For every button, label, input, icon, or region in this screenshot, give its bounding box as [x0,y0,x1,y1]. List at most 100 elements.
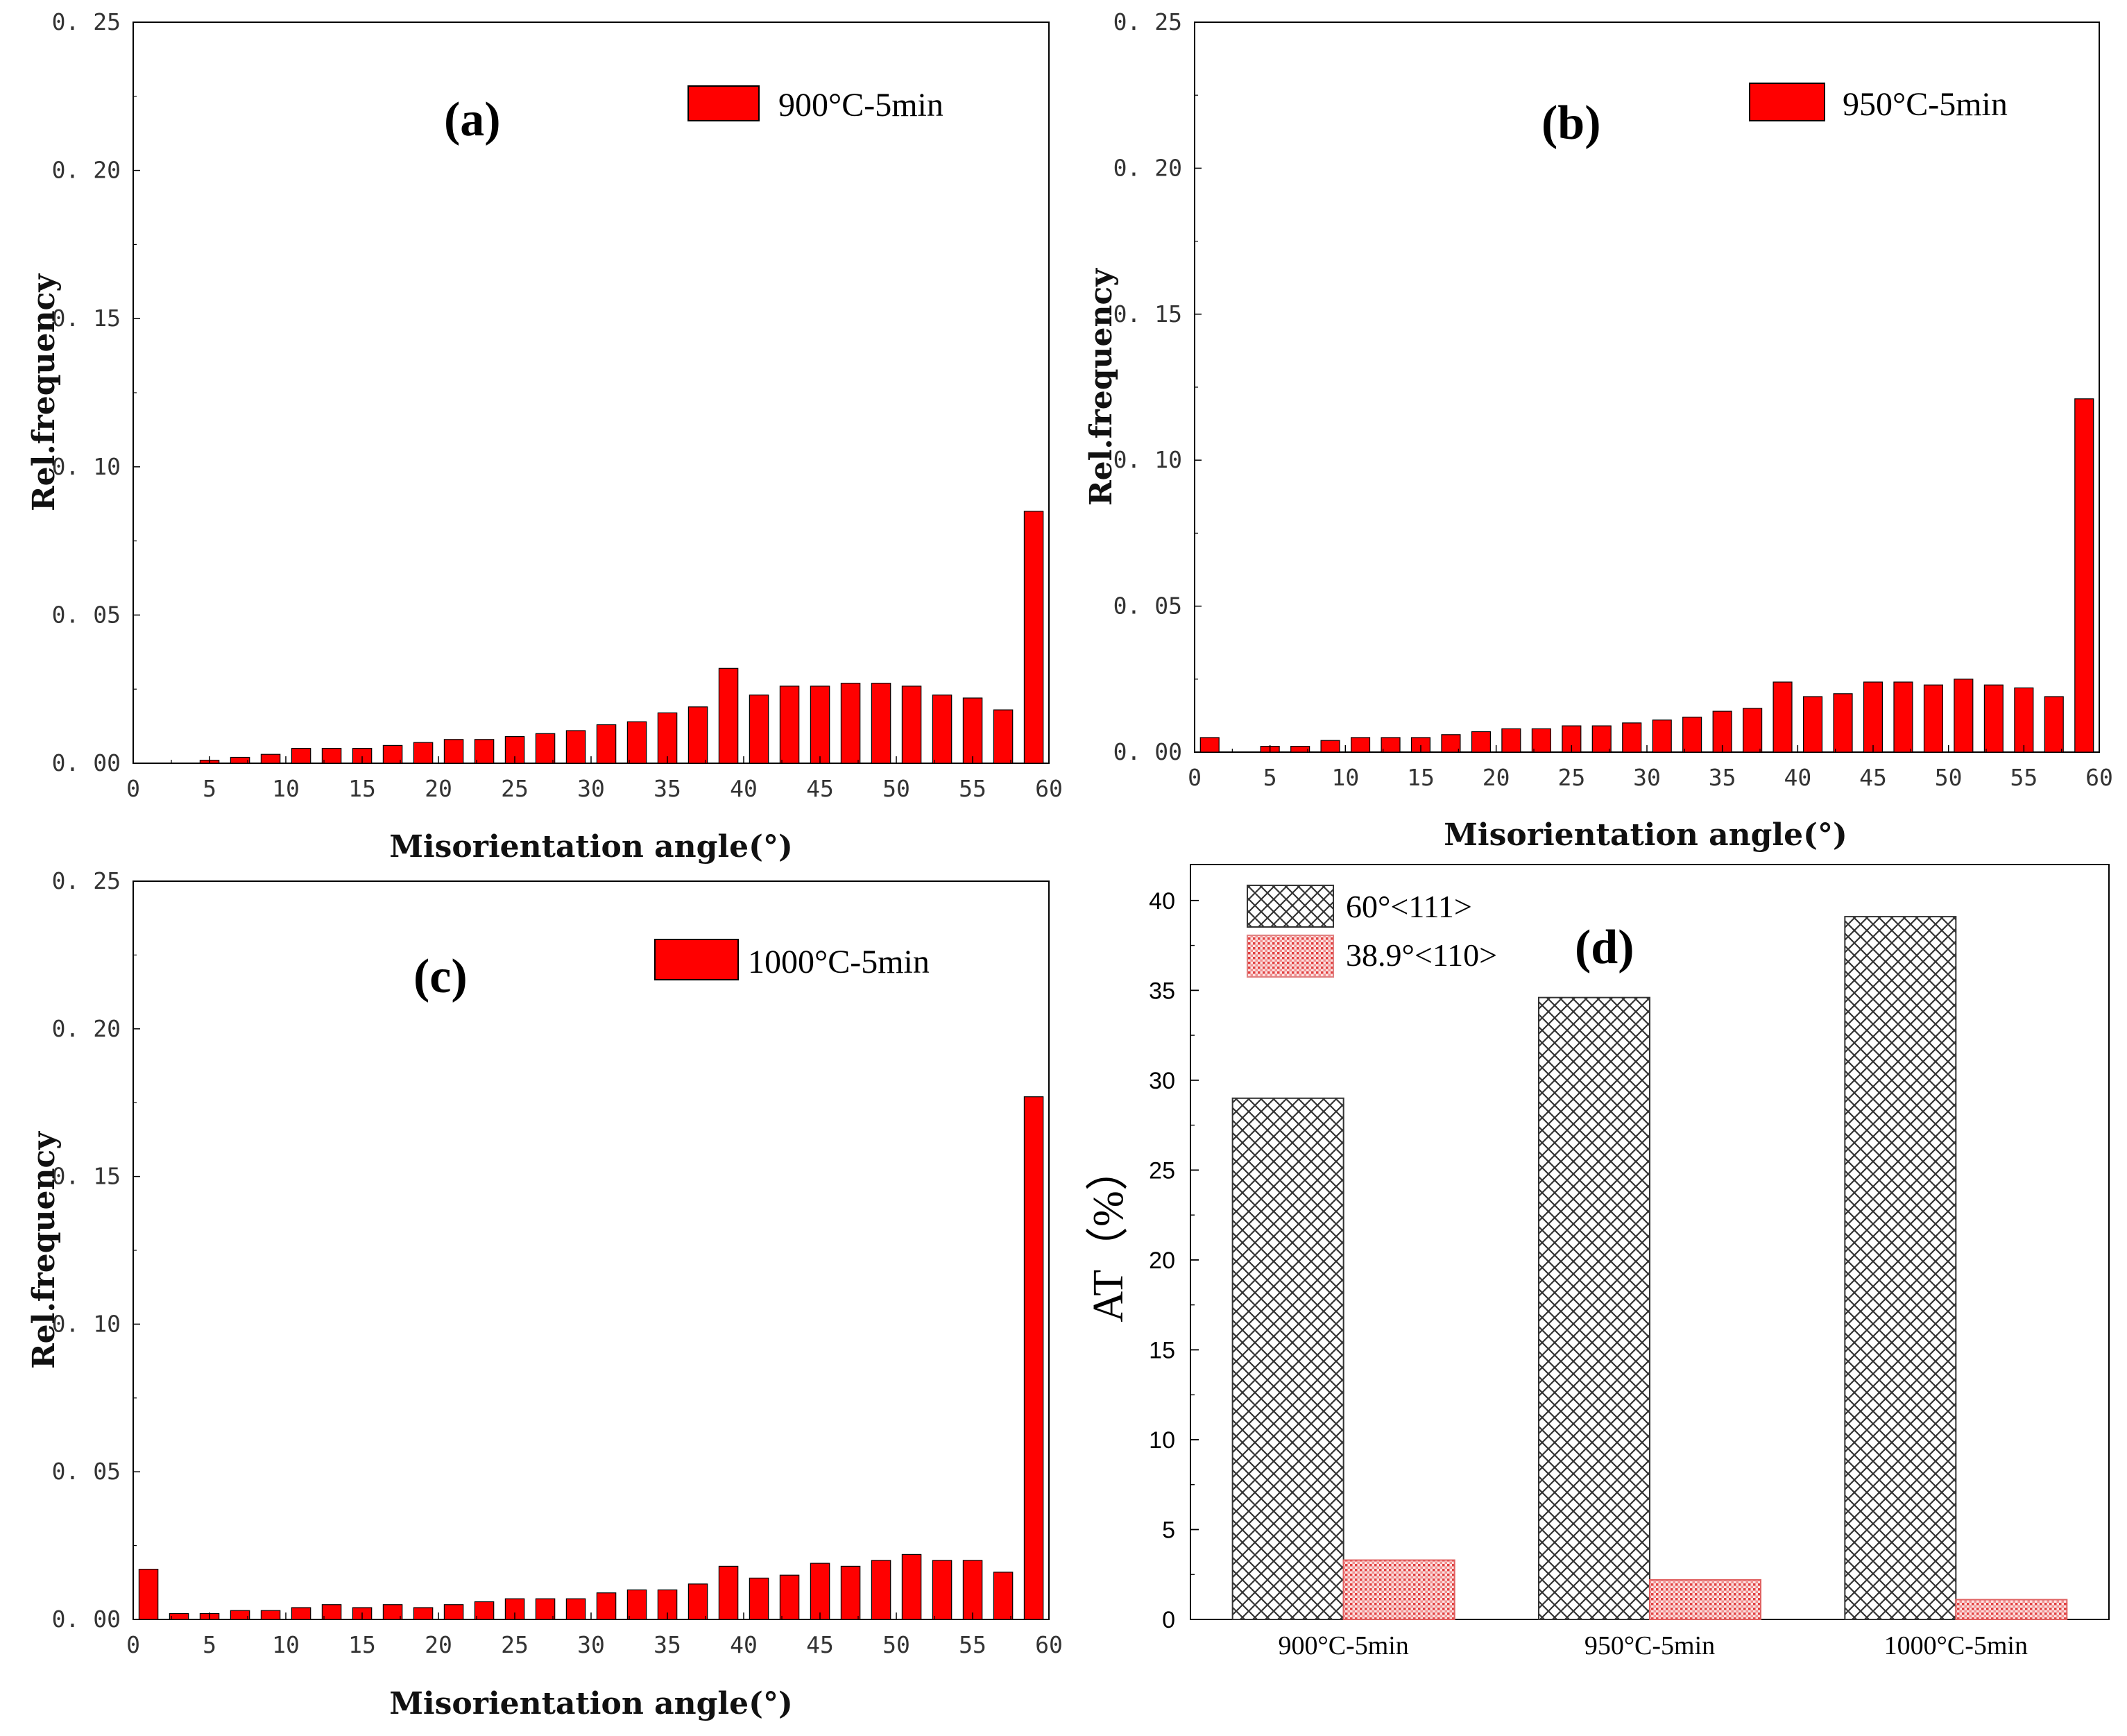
bar [535,1598,556,1620]
bar [1531,728,1551,753]
bar [993,709,1014,764]
bar [718,1565,739,1620]
y-ticks-a: 0. 00 0. 05 0. 10 0. 15 0. 20 0. 25 [52,8,140,776]
bar [443,1604,464,1620]
panel-label-c: (c) [413,950,468,1003]
y-tick-label: 0. 25 [52,8,121,35]
bar [1863,681,1883,753]
x-tick-label: 30 [577,1631,605,1658]
panel-c: 0 5 10 15 20 25 30 35 40 45 50 55 60 0. 00 0. 05 0. 10… [26,867,1063,1721]
bar [413,742,434,764]
x-tick-label: 60 [1035,775,1063,802]
y-tick-label: 0. 20 [1113,154,1182,181]
bar [779,1574,800,1620]
bar [687,706,708,764]
bar [382,1604,403,1620]
x-tick-label: 45 [1859,764,1887,791]
x-tick-label: 25 [501,775,529,802]
x-tick-label: 45 [806,775,834,802]
bar [1290,745,1310,753]
y-axis-title-b: Rel.frequency [1084,268,1119,506]
x-tick-label: 5 [203,1631,216,1658]
x-tick-label: 55 [959,1631,986,1658]
x-tick-label: 40 [1784,764,1811,791]
x-ticks-c: 0 5 10 15 20 25 30 35 40 45 50 55 60 [126,1612,1063,1658]
x-tick-label: 35 [654,775,681,802]
bar [657,712,678,764]
bar [443,739,464,764]
x-tick-label: 10 [272,775,300,802]
bar [321,1604,342,1620]
plot-frame-a [133,22,1050,764]
x-tick-label: 5 [203,775,216,802]
bar [535,733,556,764]
x-axis-title-b: Misorientation angle(°) [1444,817,1847,853]
panel-b: 0 5 10 15 20 25 30 35 40 45 50 55 60 0. 00 0. 05 0. 10… [1084,8,2113,853]
x-tick-label: 30 [577,775,605,802]
y-tick-label: 0 [1162,1607,1175,1633]
bar [993,1572,1014,1620]
x-tick-label: 10 [1331,764,1359,791]
bar [779,686,800,764]
x-tick-label: 60 [2085,764,2113,791]
legend-label-b: 950°C-5min [1843,86,2008,123]
y-ticks-c: 0. 00 0. 05 0. 10 0. 15 0. 20 0. 25 [52,867,140,1633]
plot-frame-b [1194,22,2100,753]
x-tick-label: 40 [730,775,758,802]
x-tick-label: 15 [348,1631,376,1658]
x-tick-label: 25 [501,1631,529,1658]
bar [474,1601,495,1620]
bar [2074,398,2094,753]
bars-a [199,511,1044,764]
x-tick-label: 60 [1035,1631,1063,1658]
x-ticks-a: 0 5 10 15 20 25 30 35 40 45 50 55 60 [126,756,1063,802]
bar [749,695,769,764]
bar [1833,693,1853,753]
bar [901,1554,922,1620]
x-tick-label: 40 [730,1631,758,1658]
bar [230,1610,250,1620]
category-label: 1000°C-5min [1884,1631,2028,1660]
panel-label-b: (b) [1541,96,1601,150]
bar [1893,681,1913,753]
x-ticks-b: 0 5 10 15 20 25 30 35 40 45 50 55 60 [1188,745,2113,791]
y-tick-label: 0. 00 [52,749,121,776]
y-axis-title-d: AT（%） [1085,1148,1132,1322]
y-tick-label: 0. 15 [1113,300,1182,327]
x-tick-label: 15 [348,775,376,802]
bar [1743,708,1763,753]
bar [413,1607,434,1620]
x-tick-label: 30 [1633,764,1661,791]
y-tick-label: 0. 20 [52,157,121,184]
x-tick-label: 5 [1263,764,1277,791]
bars-c [138,1096,1044,1620]
bar [932,695,953,764]
x-tick-label: 50 [882,775,910,802]
bar [840,1565,861,1620]
x-tick-label: 20 [425,775,452,802]
legend-label-a: 900°C-5min [778,87,943,124]
y-tick-label: 0. 10 [1113,446,1182,473]
category-labels-d: 900°C-5min 950°C-5min 1000°C-5min [1279,1631,2028,1660]
bar [1983,684,2004,753]
bar [871,1560,891,1620]
y-tick-label: 0. 25 [1113,8,1182,35]
bar [565,730,586,764]
legend-swatch-60-111 [1247,885,1334,928]
bar [1471,731,1491,753]
y-tick-label: 40 [1149,888,1175,914]
bar [1652,720,1672,753]
y-tick-label: 15 [1149,1337,1175,1363]
bar [1538,996,1650,1620]
bar [810,686,830,764]
legend-label-c: 1000°C-5min [748,944,930,980]
plot-frame-c [133,880,1050,1620]
y-tick-label: 0. 05 [1113,593,1182,620]
bars-b [1199,398,2094,753]
y-tick-label: 0. 00 [52,1606,121,1633]
bar [1350,737,1371,753]
bar [1591,725,1612,753]
category-label: 900°C-5min [1279,1631,1409,1660]
bar [626,721,647,764]
